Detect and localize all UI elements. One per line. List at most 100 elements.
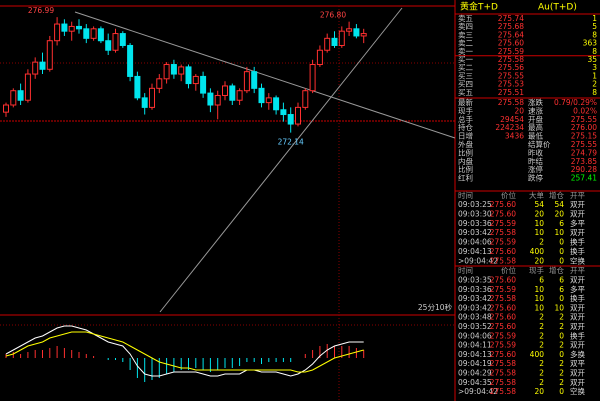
candle-body <box>105 40 112 51</box>
table-header: 价位 <box>501 190 516 200</box>
candle-body <box>316 49 323 66</box>
table-cell: 0 <box>559 294 564 303</box>
candle-body <box>295 106 301 125</box>
book-label: 卖三 <box>458 30 473 39</box>
stat-cell: 昨收 <box>528 147 543 157</box>
table-cell: 275.60 <box>490 322 516 331</box>
price-annotation: 276.80 <box>320 11 346 20</box>
stat-cell: 昨结 <box>528 156 543 166</box>
stat-cell: 3436 <box>505 132 524 141</box>
candle-body <box>258 87 265 104</box>
book-label: 卖五 <box>458 14 473 23</box>
candle-body <box>331 37 338 46</box>
candle-body <box>163 64 170 80</box>
table-cell: 09:03:42 <box>458 294 492 303</box>
table-cell: 275.60 <box>490 200 516 209</box>
candle-body <box>54 23 61 42</box>
table-cell: 双开 <box>570 228 585 237</box>
stat-cell: 273.85 <box>571 157 597 166</box>
stat-cell: 0.02% <box>573 106 597 115</box>
table-cell: 400 <box>530 247 545 256</box>
table-cell: 275.59 <box>490 331 516 340</box>
table-cell: 多换 <box>570 349 585 359</box>
instrument-code: Au(T+D) <box>538 3 577 13</box>
table-cell: 10 <box>534 219 544 228</box>
book-volume: 35 <box>587 55 597 64</box>
table-cell: 09:04:13 <box>458 247 492 256</box>
table-cell: 2 <box>539 313 544 322</box>
stat-cell: 外盘 <box>458 139 473 149</box>
table-cell: 6 <box>559 285 564 294</box>
candle-body <box>338 30 345 46</box>
book-price: 275.56 <box>498 63 524 72</box>
table-cell: 09:04:19 <box>458 359 492 368</box>
table-cell: 2 <box>539 359 544 368</box>
candle-body <box>353 28 360 37</box>
candle-body <box>170 64 177 75</box>
book-label: 卖一 <box>458 47 473 56</box>
table-cell: 275.59 <box>490 219 516 228</box>
table-cell: 09:04:06 <box>458 331 492 340</box>
candle-body <box>134 75 141 99</box>
table-cell: 09:03:35 <box>458 276 492 285</box>
candle-body <box>127 44 134 77</box>
table-cell: 10 <box>534 294 544 303</box>
candle-body <box>243 71 250 92</box>
book-label: 卖四 <box>458 22 473 31</box>
book-price: 275.68 <box>498 22 524 31</box>
table-cell: 双开 <box>570 303 585 312</box>
table-cell: 2 <box>559 378 564 387</box>
table-cell: 换手 <box>570 293 585 303</box>
table-cell: 0 <box>559 256 564 265</box>
candle-body <box>265 97 272 104</box>
table-cell: 0 <box>559 247 564 256</box>
table-cell: 09:04:13 <box>458 350 492 359</box>
stat-cell: 涨停 <box>528 164 543 174</box>
stat-cell: 275.55 <box>571 140 597 149</box>
book-volume: 1 <box>592 71 597 80</box>
book-volume: 8 <box>592 30 597 39</box>
table-cell: 400 <box>530 350 545 359</box>
table-cell: 2 <box>539 369 544 378</box>
candle-body <box>24 73 31 101</box>
table-cell: 275.58 <box>490 387 516 396</box>
candle-body <box>280 109 287 116</box>
candle-body <box>229 85 236 101</box>
table-cell: 2 <box>539 331 544 340</box>
candle-body <box>302 90 309 108</box>
table-cell: 275.59 <box>490 285 516 294</box>
candle-body <box>273 97 280 111</box>
candle-body <box>97 28 104 42</box>
stat-cell: 比例 <box>458 164 473 174</box>
stat-cell: 29454 <box>500 115 524 124</box>
table-cell: 10 <box>554 303 564 312</box>
table-cell: 换手 <box>570 330 585 340</box>
stat-cell: 比例 <box>458 147 473 157</box>
table-cell: 10 <box>554 228 564 237</box>
stat-cell: 最高 <box>528 122 543 132</box>
table-cell: 54 <box>554 200 564 209</box>
candle-body <box>185 66 192 85</box>
table-cell: 275.58 <box>490 369 516 378</box>
table-cell: 275.59 <box>490 341 516 350</box>
table-header: 时间 <box>458 265 473 275</box>
table-cell: 2 <box>559 313 564 322</box>
table-cell: 2 <box>539 341 544 350</box>
table-cell: 275.59 <box>490 238 516 247</box>
table-cell: 10 <box>534 303 544 312</box>
candle-body <box>178 66 185 75</box>
table-cell: 双开 <box>570 209 585 218</box>
book-volume: 1 <box>592 14 597 23</box>
table-cell: 54 <box>534 200 544 209</box>
stat-cell: 0.79/0.29% <box>554 98 597 107</box>
book-volume: 8 <box>592 47 597 56</box>
table-header: 现手 <box>529 265 544 275</box>
table-cell: 空换 <box>570 255 585 265</box>
table-cell: 09:04:35 <box>458 378 492 387</box>
candle-body <box>83 28 90 39</box>
table-cell: 20 <box>534 209 544 218</box>
book-label: 买二 <box>458 63 473 72</box>
candle-body <box>222 85 228 96</box>
candle-body <box>200 75 207 94</box>
table-cell: 09:03:36 <box>458 285 492 294</box>
